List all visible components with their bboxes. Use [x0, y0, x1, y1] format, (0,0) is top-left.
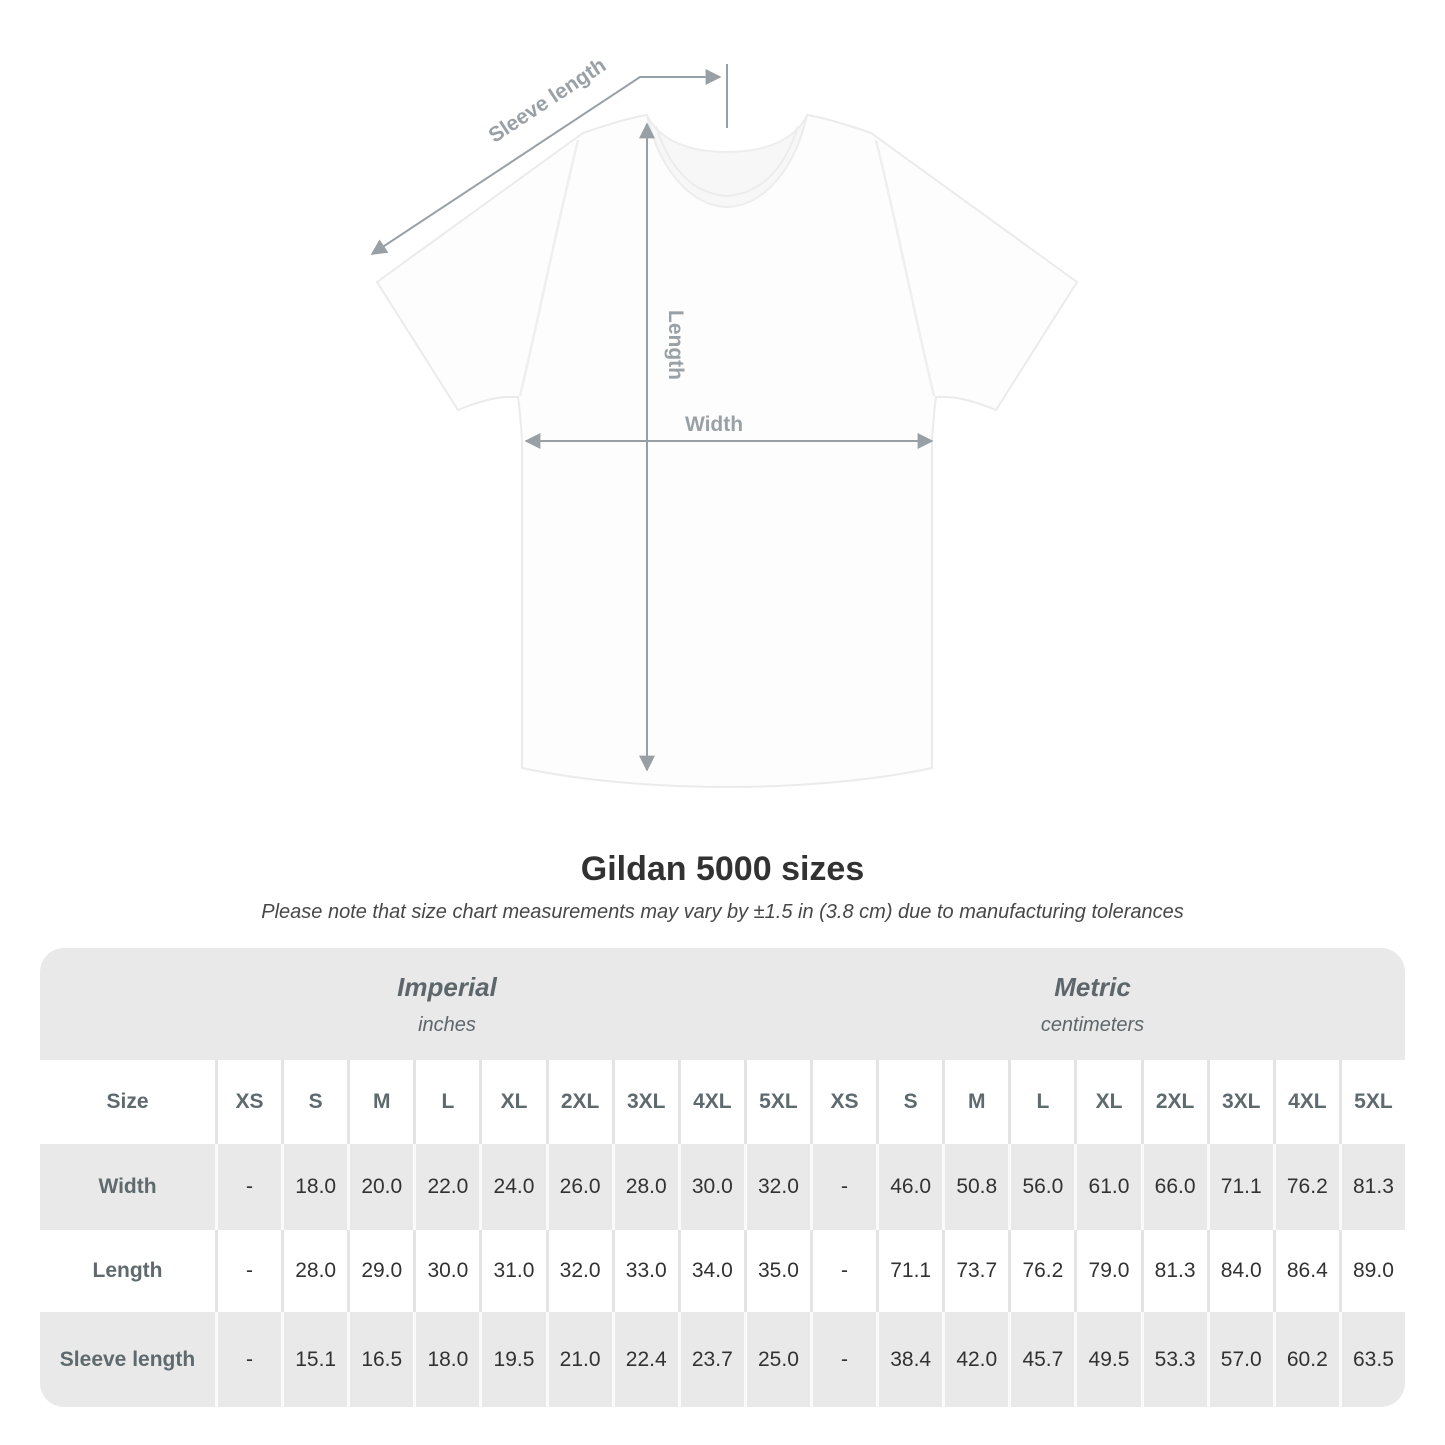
value-cell: 73.7 [942, 1230, 1008, 1312]
value-cell: 71.1 [876, 1230, 942, 1312]
value-cell: 35.0 [743, 1230, 810, 1312]
value-cell: 18.0 [281, 1144, 347, 1230]
value-cell: 33.0 [611, 1230, 678, 1312]
value-cell: 25.0 [743, 1312, 810, 1407]
value-cell: 29.0 [347, 1230, 413, 1312]
size-header-row: Size XS S M L XL 2XL 3XL 4XL 5XL XS S M … [40, 1060, 1405, 1144]
value-cell: 21.0 [545, 1312, 612, 1407]
size-col-header: XS [810, 1060, 876, 1144]
imperial-unit: inches [418, 1013, 476, 1036]
value-cell: 63.5 [1338, 1312, 1405, 1407]
value-cell: 46.0 [876, 1144, 942, 1230]
value-cell: 81.3 [1338, 1144, 1405, 1230]
width-label: Width [685, 413, 743, 436]
size-table: Imperial inches Metric centimeters Size … [40, 948, 1405, 1407]
value-cell: 49.5 [1074, 1312, 1140, 1407]
unit-header-band: Imperial inches Metric centimeters [40, 948, 1405, 1060]
metric-title: Metric [1054, 971, 1131, 1002]
value-cell: 32.0 [743, 1144, 810, 1230]
value-cell: 15.1 [281, 1312, 347, 1407]
size-col-header: 4XL [1272, 1060, 1339, 1144]
value-cell: 71.1 [1206, 1144, 1273, 1230]
size-col-header: S [876, 1060, 942, 1144]
value-cell: 28.0 [611, 1144, 678, 1230]
value-cell: 24.0 [479, 1144, 545, 1230]
page-title: Gildan 5000 sizes [580, 850, 865, 888]
value-cell: 30.0 [413, 1230, 479, 1312]
length-row: Length - 28.0 29.0 30.0 31.0 32.0 33.0 3… [40, 1230, 1405, 1312]
value-cell: 61.0 [1074, 1144, 1140, 1230]
value-cell: 30.0 [677, 1144, 744, 1230]
size-col-header: 3XL [1206, 1060, 1273, 1144]
width-row: Width - 18.0 20.0 22.0 24.0 26.0 28.0 30… [40, 1144, 1405, 1230]
value-cell: 76.2 [1272, 1144, 1339, 1230]
size-col-header: XS [215, 1060, 281, 1144]
size-col-header: S [281, 1060, 347, 1144]
value-cell: 20.0 [347, 1144, 413, 1230]
size-col-header: M [347, 1060, 413, 1144]
value-cell: - [215, 1312, 281, 1407]
tshirt-outline [375, 113, 1079, 789]
value-cell: 38.4 [876, 1312, 942, 1407]
value-cell: 31.0 [479, 1230, 545, 1312]
value-cell: 53.3 [1140, 1312, 1207, 1407]
value-cell: - [215, 1230, 281, 1312]
value-cell: 16.5 [347, 1312, 413, 1407]
tolerance-note: Please note that size chart measurements… [261, 901, 1184, 923]
tshirt-measurement-diagram: Sleeve length Length Width [370, 54, 1079, 789]
size-header-label: Size [106, 1090, 149, 1113]
value-cell: 81.3 [1140, 1230, 1207, 1312]
value-cell: 34.0 [677, 1230, 744, 1312]
size-col-header: L [413, 1060, 479, 1144]
value-cell: 50.8 [942, 1144, 1008, 1230]
size-col-header: L [1008, 1060, 1074, 1144]
value-cell: - [810, 1144, 876, 1230]
value-cell: 18.0 [413, 1312, 479, 1407]
value-cell: 60.2 [1272, 1312, 1339, 1407]
value-cell: 26.0 [545, 1144, 612, 1230]
row-label: Width [98, 1175, 157, 1198]
value-cell: 22.4 [611, 1312, 678, 1407]
size-col-header: 5XL [1338, 1060, 1405, 1144]
size-col-header: 5XL [743, 1060, 810, 1144]
value-cell: - [215, 1144, 281, 1230]
tshirt-diagram-svg: Sleeve length Length Width [370, 54, 1079, 789]
value-cell: 22.0 [413, 1144, 479, 1230]
imperial-title: Imperial [397, 971, 497, 1002]
value-cell: - [810, 1312, 876, 1407]
value-cell: 76.2 [1008, 1230, 1074, 1312]
length-label: Length [664, 310, 687, 380]
size-col-header: 2XL [1140, 1060, 1207, 1144]
sleeve-seam-right [874, 139, 936, 397]
value-cell: 56.0 [1008, 1144, 1074, 1230]
value-cell: - [810, 1230, 876, 1312]
value-cell: 23.7 [677, 1312, 744, 1407]
value-cell: 84.0 [1206, 1230, 1273, 1312]
value-cell: 45.7 [1008, 1312, 1074, 1407]
value-cell: 86.4 [1272, 1230, 1339, 1312]
value-cell: 57.0 [1206, 1312, 1273, 1407]
value-cell: 32.0 [545, 1230, 612, 1312]
size-col-header: 4XL [677, 1060, 744, 1144]
sleeve-length-arrow [370, 69, 722, 255]
imperial-section-header: Imperial inches [40, 948, 810, 1060]
row-label: Length [92, 1259, 163, 1282]
value-cell: 42.0 [942, 1312, 1008, 1407]
value-cell: 28.0 [281, 1230, 347, 1312]
sleeve-length-row: Sleeve length - 15.1 16.5 18.0 19.5 21.0… [40, 1312, 1405, 1407]
row-label: Sleeve length [59, 1347, 196, 1371]
value-cell: 89.0 [1338, 1230, 1405, 1312]
value-cell: 19.5 [479, 1312, 545, 1407]
metric-section-header: Metric centimeters [810, 948, 1405, 1060]
value-cell: 66.0 [1140, 1144, 1207, 1230]
value-cell: 79.0 [1074, 1230, 1140, 1312]
size-col-header: XL [1074, 1060, 1140, 1144]
size-col-header: M [942, 1060, 1008, 1144]
size-col-header: XL [479, 1060, 545, 1144]
size-col-header: 2XL [545, 1060, 612, 1144]
size-col-header: 3XL [611, 1060, 678, 1144]
metric-unit: centimeters [1040, 1013, 1145, 1036]
